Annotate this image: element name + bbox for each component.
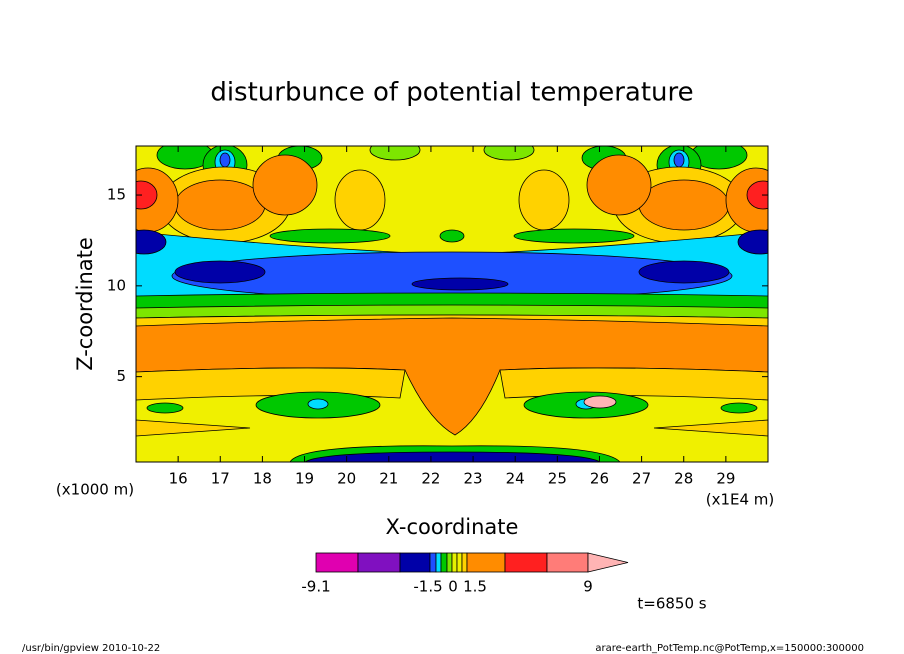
- x-tick-label: 25: [548, 470, 567, 488]
- colorbar-segment: [461, 552, 468, 573]
- x-tick-label: 22: [421, 470, 440, 488]
- x-tick-label: 17: [211, 470, 230, 488]
- chart-title: disturbunce of potential temperature: [210, 78, 693, 108]
- x-axis-label: X-coordinate: [386, 515, 519, 539]
- x-tick-label: 16: [169, 470, 188, 488]
- y-unit: (x1000 m): [56, 481, 134, 499]
- colorbar-segment: [435, 552, 442, 573]
- y-tick-label: 15: [107, 186, 126, 204]
- colorbar-tick-label: 1.5: [463, 578, 487, 596]
- x-tick-label: 20: [337, 470, 356, 488]
- colorbar-tick-label: -1.5: [413, 578, 442, 596]
- x-tick-label: 27: [632, 470, 651, 488]
- colorbar-tick-label: -9.1: [301, 578, 330, 596]
- y-tick-label: 10: [107, 276, 126, 294]
- x-tick-label: 26: [590, 470, 609, 488]
- x-unit: (x1E4 m): [706, 491, 775, 509]
- colorbar-segment: [546, 552, 589, 573]
- colorbar-tick-label: 0: [448, 578, 458, 596]
- colorbar-segment: [466, 552, 506, 573]
- colorbar-extension: [587, 552, 629, 573]
- x-tick-label: 28: [674, 470, 693, 488]
- x-tick-label: 24: [506, 470, 525, 488]
- colorbar-segment: [429, 552, 437, 573]
- colorbar-segment: [456, 552, 463, 573]
- x-tick-label: 18: [253, 470, 272, 488]
- contour-field: [136, 146, 768, 462]
- colorbar-segment: [446, 552, 453, 573]
- plot-frame: [135, 145, 769, 463]
- colorbar-tick-label: 9: [583, 578, 593, 596]
- x-tick-label: 21: [379, 470, 398, 488]
- x-tick-label: 29: [716, 470, 735, 488]
- colorbar-segment: [315, 552, 359, 573]
- x-tick-label: 23: [464, 470, 483, 488]
- footer-left: /usr/bin/gpview 2010-10-22: [22, 643, 160, 654]
- colorbar-segment: [440, 552, 448, 573]
- colorbar-segment: [357, 552, 401, 573]
- colorbar-segment: [399, 552, 431, 573]
- colorbar-segment: [504, 552, 548, 573]
- time-label: t=6850 s: [637, 595, 706, 613]
- y-axis-label: Z-coordinate: [73, 237, 97, 371]
- footer-right: arare-earth_PotTemp.nc@PotTemp,x=150000:…: [595, 643, 864, 654]
- colorbar-segment: [451, 552, 458, 573]
- y-tick-label: 5: [116, 367, 126, 385]
- x-tick-label: 19: [295, 470, 314, 488]
